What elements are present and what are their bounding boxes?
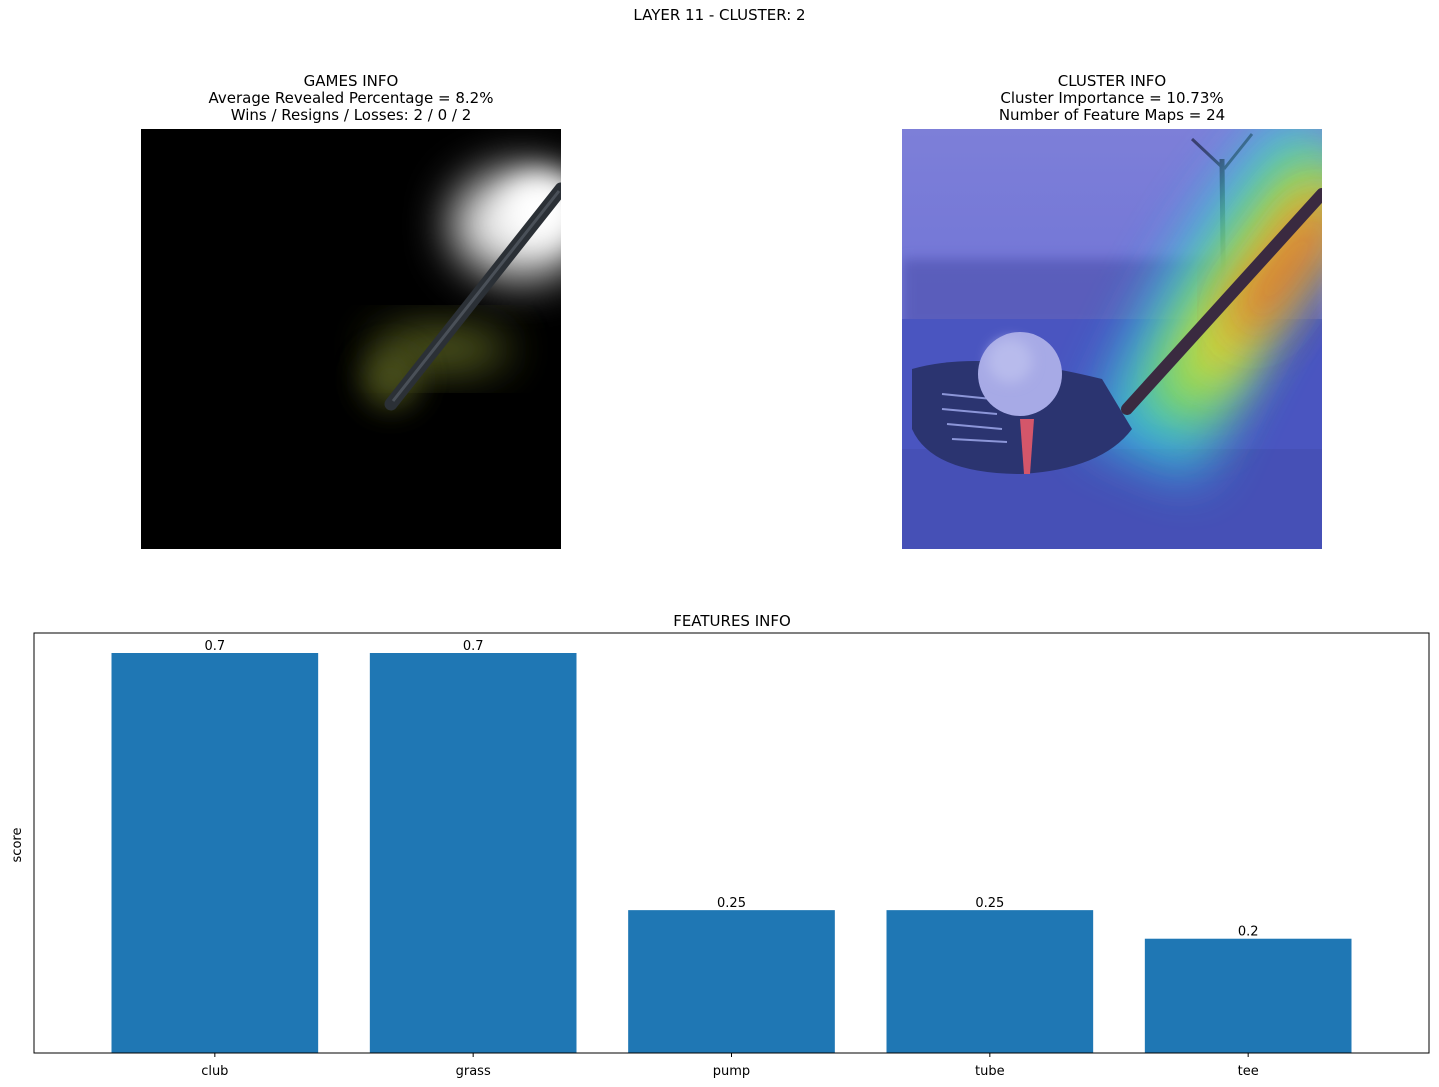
x-tick-label-grass: grass [456,1064,491,1079]
bar-value-label-tube: 0.25 [975,896,1004,911]
bar-grass [369,653,577,1053]
x-tick-label-tee: tee [1238,1064,1259,1079]
bars-group: 0.7 club 0.7 grass 0.25 pump 0.25 tube 0.2 tee [111,639,1352,1079]
bar-club [111,653,319,1053]
games-info-heading: GAMES INFO [303,72,399,90]
games-info-record: Wins / Resigns / Losses: 2 / 0 / 2 [230,106,472,124]
cluster-info-heading: CLUSTER INFO [1057,72,1167,90]
x-tick-label-club: club [201,1064,228,1079]
bar-value-label-pump: 0.25 [717,896,746,911]
figure-suptitle: LAYER 11 - CLUSTER: 2 [633,6,806,24]
bar-tube [886,910,1094,1053]
bar-pump [628,910,835,1053]
games-info-title: GAMES INFO Average Revealed Percentage =… [121,73,581,124]
bar-value-label-tee: 0.2 [1238,925,1259,940]
y-axis-label: score [10,828,25,863]
games-info-avg-revealed: Average Revealed Percentage = 8.2% [208,89,494,107]
chart-title: FEATURES INFO [673,612,791,630]
bar-value-label-grass: 0.7 [463,639,484,654]
bar-value-label-club: 0.7 [204,639,225,654]
cluster-info-title: CLUSTER INFO Cluster Importance = 10.73%… [882,73,1342,124]
bar-tee [1144,938,1352,1053]
x-tick-label-tube: tube [975,1064,1005,1079]
revealed-image [141,129,561,549]
cluster-info-importance: Cluster Importance = 10.73% [1000,89,1224,107]
cluster-heatmap-image [902,129,1322,549]
axes-frame [33,632,1430,1054]
x-tick-label-pump: pump [713,1064,750,1079]
cluster-info-feature-maps: Number of Feature Maps = 24 [998,106,1226,124]
